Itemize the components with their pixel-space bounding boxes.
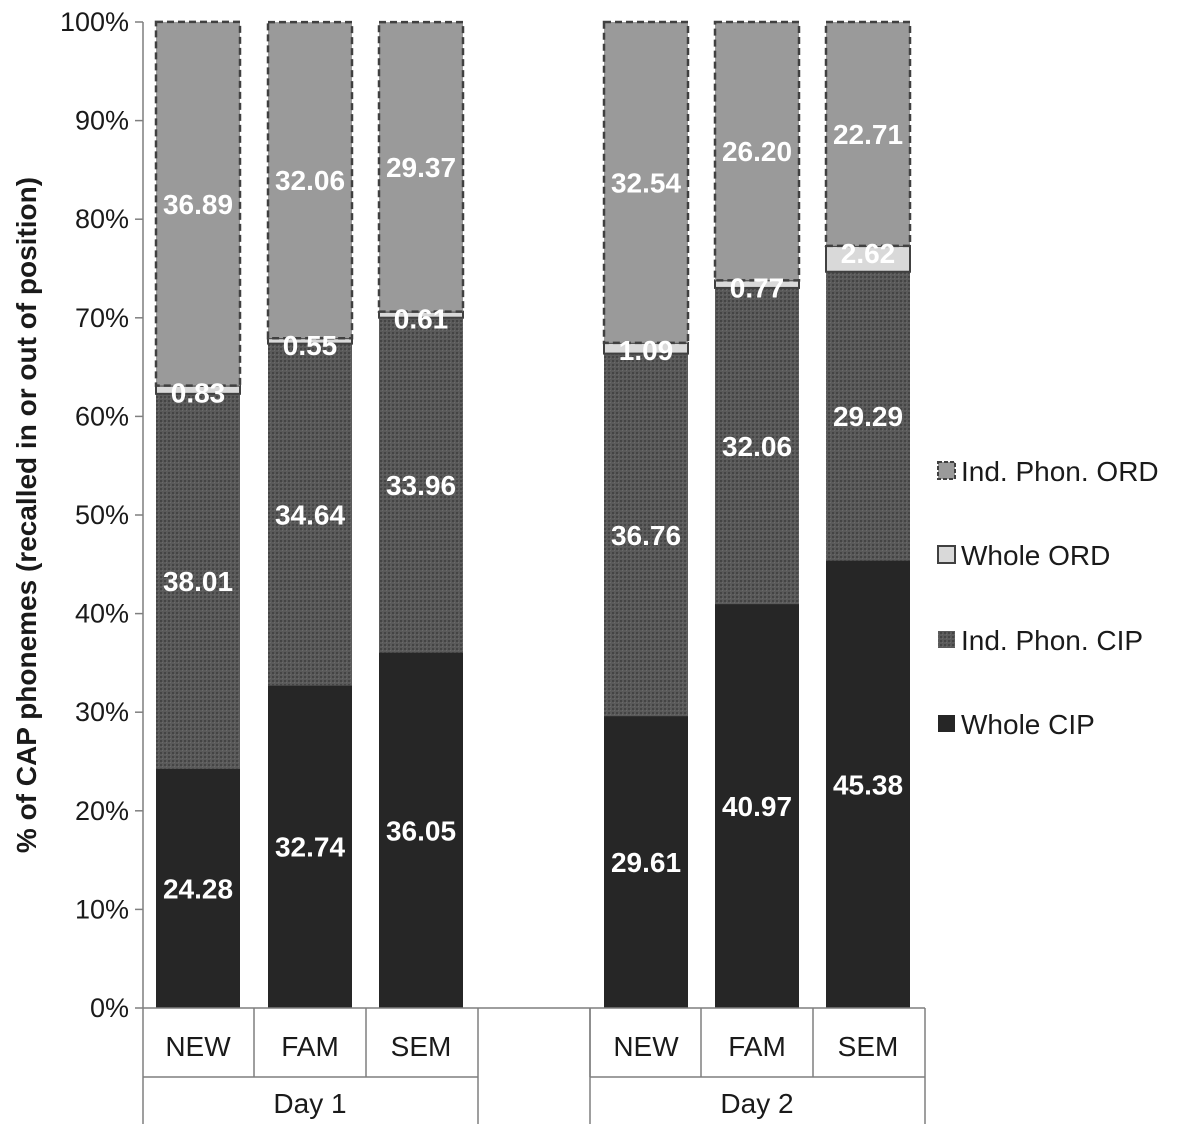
data-label: 45.38 [833, 769, 903, 800]
data-label: 29.29 [833, 401, 903, 432]
legend-swatch [937, 461, 956, 480]
data-label: 2.62 [841, 238, 896, 269]
data-label: 29.37 [386, 152, 456, 183]
y-tick-label: 50% [75, 500, 129, 530]
data-label: 0.77 [730, 272, 785, 303]
bar-segment [826, 271, 910, 561]
y-tick-label: 80% [75, 204, 129, 234]
data-label: 34.64 [275, 499, 345, 530]
bar-segment [268, 343, 352, 686]
bar-segment [715, 287, 799, 605]
bar-segment [156, 393, 240, 769]
legend-label: Whole ORD [961, 540, 1110, 571]
y-tick-label: 60% [75, 401, 129, 431]
bar-segment [379, 317, 463, 653]
legend-entry: Whole CIP [938, 709, 1095, 740]
bar-segment [156, 768, 240, 1008]
legend-swatch [938, 631, 955, 648]
x-group-label: Day 2 [720, 1088, 793, 1119]
y-tick-label: 100% [60, 7, 129, 37]
legend-entry: Ind. Phon. ORD [937, 456, 1159, 487]
data-label: 33.96 [386, 470, 456, 501]
data-label: 0.83 [171, 378, 226, 409]
x-category-label: FAM [281, 1031, 339, 1062]
legend-label: Ind. Phon. ORD [961, 456, 1159, 487]
y-tick-label: 90% [75, 106, 129, 136]
y-tick-label: 40% [75, 599, 129, 629]
x-category-label: NEW [613, 1031, 679, 1062]
legend-label: Ind. Phon. CIP [961, 625, 1143, 656]
data-label: 36.89 [163, 189, 233, 220]
data-label: 38.01 [163, 566, 233, 597]
bar-segment [604, 353, 688, 717]
data-label: 40.97 [722, 791, 792, 822]
data-label: 22.71 [833, 119, 903, 150]
y-axis-title: % of CAP phonemes (recalled in or out of… [11, 177, 42, 853]
x-category-label: SEM [838, 1031, 899, 1062]
data-label: 0.61 [394, 304, 449, 335]
legend-entry: Whole ORD [937, 540, 1110, 571]
x-category-label: SEM [391, 1031, 452, 1062]
legend-swatch [937, 545, 956, 564]
y-tick-label: 30% [75, 697, 129, 727]
y-tick-label: 70% [75, 303, 129, 333]
data-label: 32.06 [275, 165, 345, 196]
y-tick-label: 10% [75, 894, 129, 924]
data-label: 29.61 [611, 847, 681, 878]
x-category-label: FAM [728, 1031, 786, 1062]
bar-segment [826, 560, 910, 1008]
x-category-label: NEW [165, 1031, 231, 1062]
bar-segment [602, 20, 690, 345]
y-tick-label: 0% [90, 993, 129, 1023]
data-label: 32.54 [611, 167, 681, 198]
data-label: 1.09 [619, 335, 674, 366]
bar-segment [604, 716, 688, 1008]
data-label: 36.05 [386, 815, 456, 846]
data-label: 0.55 [283, 330, 338, 361]
bar-segment [377, 20, 465, 313]
bar-segment [266, 20, 354, 340]
y-tick-label: 20% [75, 796, 129, 826]
legend-swatch [938, 715, 955, 732]
bar-segment [825, 244, 911, 273]
bar-segment [824, 20, 912, 248]
data-label: 36.76 [611, 520, 681, 551]
bar-segment [715, 604, 799, 1008]
data-label: 32.74 [275, 832, 345, 863]
data-label: 24.28 [163, 873, 233, 904]
x-group-label: Day 1 [273, 1088, 346, 1119]
bar-segment [268, 685, 352, 1008]
data-label: 26.20 [722, 136, 792, 167]
bar-segment [154, 20, 242, 387]
legend-label: Whole CIP [961, 709, 1095, 740]
bar-segment [713, 20, 801, 282]
data-label: 32.06 [722, 431, 792, 462]
legend-entry: Ind. Phon. CIP [938, 625, 1143, 656]
bar-segment [379, 652, 463, 1008]
